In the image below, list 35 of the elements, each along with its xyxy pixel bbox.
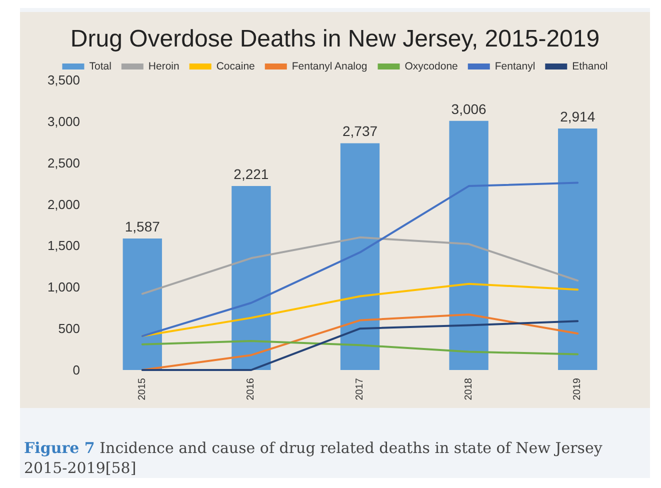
x-tick-label: 2017 [354,378,366,400]
x-tick-label: 2015 [136,378,148,400]
y-tick-label: 3,000 [47,114,80,129]
y-tick-label: 2,500 [47,155,80,170]
legend-label: Heroin [148,60,180,72]
legend-label: Fentanyl [494,60,536,72]
legend-label: Cocaine [216,60,256,72]
line-series [141,282,579,338]
y-tick-label: 3,500 [47,72,80,88]
x-tick-label: 2018 [463,378,474,400]
legend-label: Total [89,60,112,72]
bar [558,128,598,370]
bar [122,238,162,370]
bar [232,186,271,370]
y-tick-label: 1,500 [47,238,80,254]
data-label: 3,006 [451,100,487,117]
legend-label: Ethanol [572,60,608,72]
data-label: 2,221 [234,166,269,182]
data-label: 1,587 [124,218,160,235]
y-tick-label: 2,000 [47,196,80,212]
y-tick-label: 500 [58,321,80,336]
line-series [141,340,579,356]
legend-label: Fentanyl Analog [292,60,368,72]
bar [449,120,488,370]
legend-label: Oxycodone [404,60,458,72]
bar [340,143,380,370]
chart-title: Drug Overdose Deaths in New Jersey, 2015-2019 [70,26,600,52]
x-tick-label: 2016 [246,378,257,400]
y-tick-label: 1,000 [47,280,80,295]
data-label: 2,737 [342,123,378,140]
line-series [141,236,579,295]
caption: Figure 7 Incidence and cause of drug related deaths in state of New Jersey 2015-2019[58] [24,438,604,478]
data-label: 2,914 [560,108,596,125]
x-tick-label: 2019 [572,378,584,400]
y-tick-label: 0 [72,362,80,378]
